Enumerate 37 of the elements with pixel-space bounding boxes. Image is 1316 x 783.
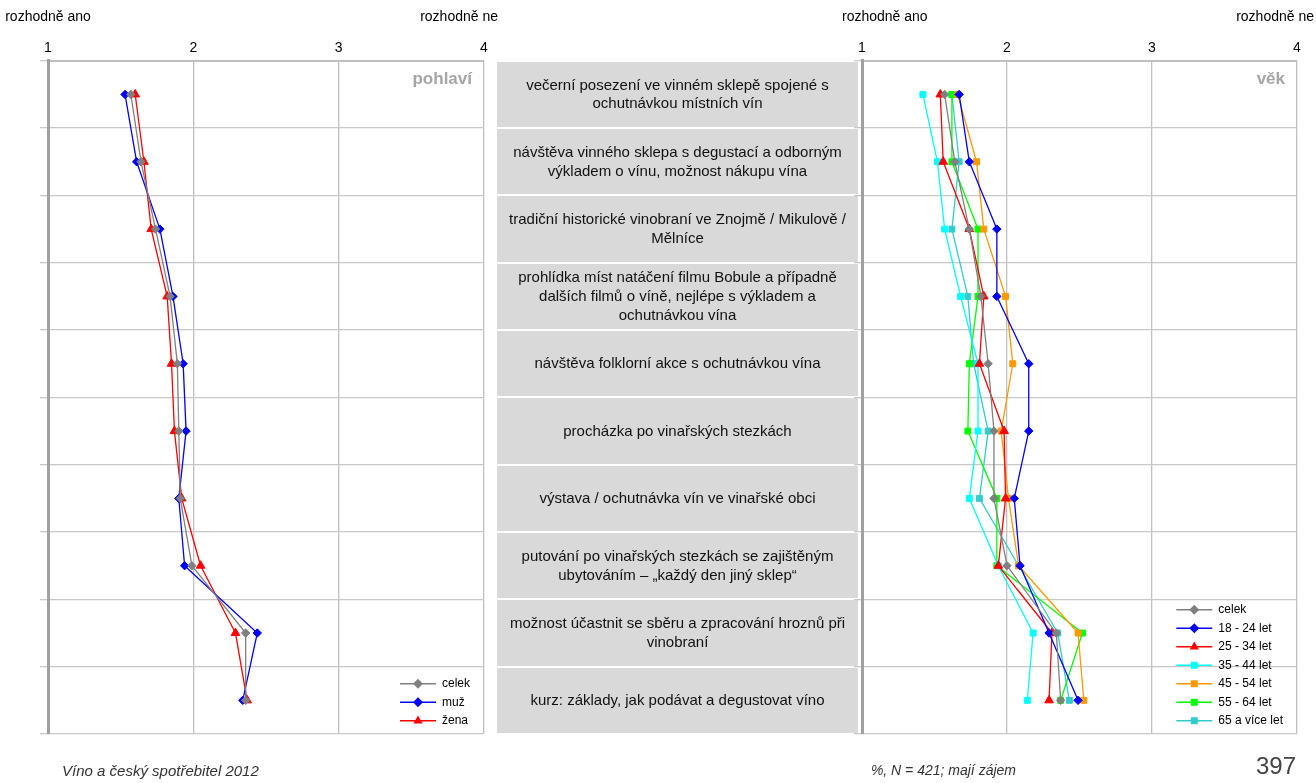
y-tick-label: večerní posezení ve vinném sklepě spojené s ochutnávkou místních vín — [497, 61, 858, 128]
y-tick-label: putování po vinařských stezkách se zajištěným ubytováním – „každý den jiný sklep“ — [497, 533, 858, 599]
text: rozhodně ano — [841, 7, 928, 24]
x-tick-label: 2 — [1003, 39, 1012, 56]
x-tick-label: 4 — [480, 39, 489, 56]
y-tick-label: procházka po vinařských stezkách — [497, 398, 858, 464]
y-tick-label: prohlídka míst natáčení filmu Bobule a případně dalších filmů o víně, nejlépe s výkladem a ochutnávkou vína — [497, 263, 858, 330]
y-tick-label: tradiční historické vinobraní ve Znojmě / Mikulově / Mělníce — [497, 196, 858, 262]
y-tick-label: výstava / ochutnávka vín ve vinařské obci — [497, 465, 858, 532]
legend-label: žena — [441, 713, 469, 728]
text: 397 — [1255, 752, 1296, 780]
legend-label: 35 - 44 let — [1218, 657, 1273, 672]
x-tick-label: 4 — [1293, 39, 1302, 56]
text: rozhodně ne — [420, 7, 499, 24]
x-tick-label: 1 — [44, 39, 53, 56]
text: rozhodně ano — [5, 7, 92, 24]
text: %, N = 421; mají zájem — [870, 762, 1016, 778]
x-tick-label: 3 — [334, 39, 343, 56]
legend-label: 65 a více let — [1218, 713, 1284, 728]
legend-label: 45 - 54 let — [1218, 676, 1273, 691]
y-tick-label: možnost účastnit se sběru a zpracování hroznů při vinobraní — [497, 600, 858, 666]
x-tick-label: 1 — [858, 39, 867, 56]
x-tick-label: 2 — [189, 39, 198, 56]
text: Víno a český spotřebitel 2012 — [62, 762, 259, 779]
legend-label: 25 - 34 let — [1218, 639, 1273, 654]
legend-label: celek — [441, 676, 471, 691]
y-tick-label: návštěva folklorní akce s ochutnávkou vína — [497, 331, 858, 397]
y-tick-label: kurz: základy, jak podávat a degustovat víno — [497, 667, 858, 733]
legend-label: muž — [441, 694, 465, 709]
legend-label: 55 - 64 let — [1218, 694, 1273, 709]
chart-title: věk — [1256, 68, 1286, 88]
text: rozhodně ne — [1236, 7, 1315, 24]
y-tick-label: návštěva vinného sklepa s degustací a odborným výkladem o vínu, možnost nákupu vína — [497, 129, 858, 195]
x-tick-label: 3 — [1148, 39, 1157, 56]
legend-label: 18 - 24 let — [1218, 620, 1273, 635]
legend-label: celek — [1218, 602, 1248, 617]
chart-title: pohlaví — [412, 68, 474, 88]
